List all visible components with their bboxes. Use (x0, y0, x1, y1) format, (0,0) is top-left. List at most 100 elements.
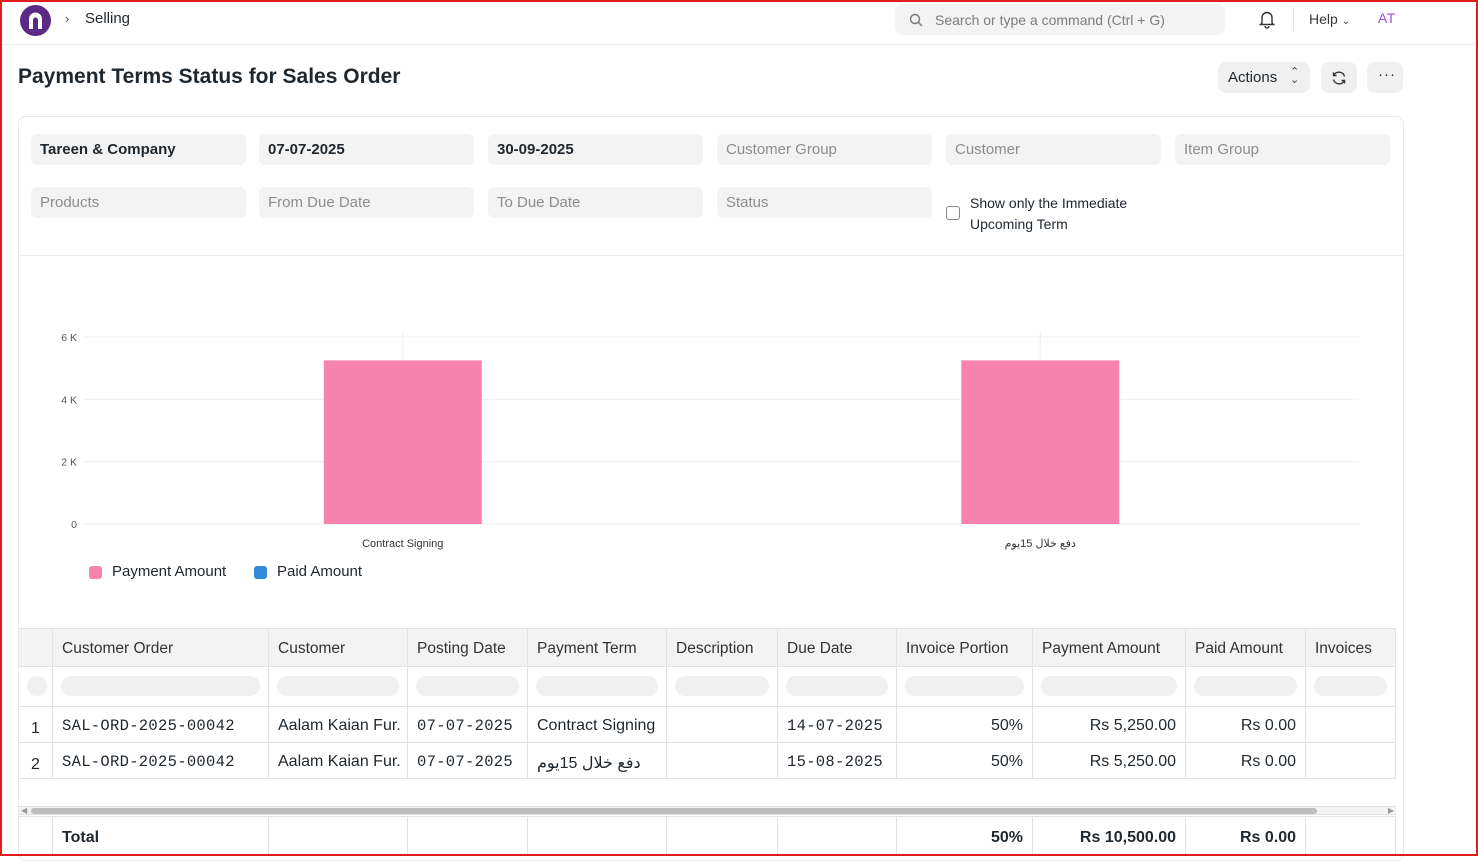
column-header-payment-term[interactable]: Payment Term (528, 629, 667, 666)
user-avatar[interactable]: AT (1378, 10, 1396, 26)
cell-idx[interactable]: 1 (19, 707, 53, 742)
column-header-posting-date[interactable]: Posting Date (408, 629, 528, 666)
column-header-paid-amount[interactable]: Paid Amount (1186, 629, 1306, 666)
to-date-filter[interactable]: 30-09-2025 (488, 134, 703, 165)
column-header-order-text: Customer Order (62, 640, 174, 657)
total-payment-amount[interactable]: Rs 10,500.00 (1033, 817, 1186, 856)
cell-description[interactable] (667, 743, 778, 778)
filter-input[interactable] (905, 676, 1024, 696)
cell-customer[interactable]: Aalam Kaian Fur. (269, 743, 408, 778)
column-header-invoice-portion[interactable]: Invoice Portion (897, 629, 1033, 666)
total-payment-term[interactable] (528, 817, 667, 856)
actions-button[interactable]: Actions ⌃ ⌄ (1218, 62, 1310, 93)
item-group-filter[interactable]: Item Group (1175, 134, 1390, 165)
search-icon (909, 13, 923, 27)
column-header-invoices[interactable]: Invoices (1306, 629, 1396, 666)
column-filter-invoices[interactable] (1306, 667, 1396, 706)
total-invoice-portion[interactable]: 50% (897, 817, 1033, 856)
horizontal-scrollbar[interactable]: ◀ ▶ (19, 806, 1396, 815)
products-filter[interactable]: Products (31, 187, 246, 218)
cell-order[interactable]: SAL-ORD-2025-00042 (53, 743, 269, 778)
column-header-payment-amount[interactable]: Payment Amount (1033, 629, 1186, 666)
filter-input[interactable] (61, 676, 260, 696)
column-filter-due-date[interactable] (778, 667, 897, 706)
from-date-value: 07-07-2025 (268, 141, 345, 158)
column-filter-payment-amount[interactable] (1033, 667, 1186, 706)
immediate-term-checkbox[interactable] (946, 206, 960, 220)
cell-invoice-portion[interactable]: 50% (897, 743, 1033, 778)
search-input[interactable]: Search or type a command (Ctrl + G) (935, 12, 1165, 28)
cell-due-date[interactable]: 15-08-2025 (778, 743, 897, 778)
notification-bell-icon[interactable] (1258, 9, 1276, 29)
breadcrumb-selling[interactable]: Selling (85, 10, 131, 27)
total-order[interactable]: Total (53, 817, 269, 856)
filter-input[interactable] (277, 676, 399, 696)
filter-input[interactable] (786, 676, 888, 696)
total-invoices[interactable] (1306, 817, 1396, 856)
cell-payment-amount[interactable]: Rs 5,250.00 (1033, 743, 1186, 778)
column-filter-description[interactable] (667, 667, 778, 706)
from-due-date-filter[interactable]: From Due Date (259, 187, 474, 218)
to-due-date-filter[interactable]: To Due Date (488, 187, 703, 218)
cell-paid-amount-text: Rs 0.00 (1240, 717, 1296, 734)
column-header-order[interactable]: Customer Order (53, 629, 269, 666)
total-posting-date[interactable] (408, 817, 528, 856)
column-header-due-date[interactable]: Due Date (778, 629, 897, 666)
cell-invoices[interactable] (1306, 707, 1396, 742)
customer-filter[interactable]: Customer (946, 134, 1161, 165)
refresh-button[interactable] (1321, 62, 1357, 93)
filter-input[interactable] (416, 676, 519, 696)
cell-payment-term[interactable]: Contract Signing (528, 707, 667, 742)
scroll-right-icon[interactable]: ▶ (1387, 806, 1394, 815)
company-filter[interactable]: Tareen & Company (31, 134, 246, 165)
column-filter-order[interactable] (53, 667, 269, 706)
cell-order-text: SAL-ORD-2025-00042 (62, 753, 235, 771)
cell-invoices[interactable] (1306, 743, 1396, 778)
filter-input[interactable] (675, 676, 769, 696)
search-bar[interactable]: Search or type a command (Ctrl + G) (895, 4, 1225, 35)
more-options-button[interactable]: ··· (1367, 62, 1403, 93)
total-idx[interactable] (19, 817, 53, 856)
column-filter-paid-amount[interactable] (1186, 667, 1306, 706)
filter-input[interactable] (1041, 676, 1177, 696)
filter-input[interactable] (1194, 676, 1297, 696)
table-row[interactable]: 2 SAL-ORD-2025-00042 Aalam Kaian Fur. 07-07… (19, 743, 1396, 779)
cell-payment-amount[interactable]: Rs 5,250.00 (1033, 707, 1186, 742)
total-paid-amount[interactable]: Rs 0.00 (1186, 817, 1306, 856)
cell-payment-term[interactable]: دفع خلال 15يوم (528, 743, 667, 778)
cell-paid-amount-text: Rs 0.00 (1240, 753, 1296, 770)
cell-description[interactable] (667, 707, 778, 742)
status-filter[interactable]: Status (717, 187, 932, 218)
cell-customer[interactable]: Aalam Kaian Fur. (269, 707, 408, 742)
column-header-customer[interactable]: Customer (269, 629, 408, 666)
filter-input[interactable] (1314, 676, 1387, 696)
from-date-filter[interactable]: 07-07-2025 (259, 134, 474, 165)
cell-order[interactable]: SAL-ORD-2025-00042 (53, 707, 269, 742)
scrollbar-thumb[interactable] (31, 808, 1317, 814)
column-filter-idx[interactable] (19, 667, 53, 706)
total-description[interactable] (667, 817, 778, 856)
column-filter-posting-date[interactable] (408, 667, 528, 706)
column-header-description[interactable]: Description (667, 629, 778, 666)
cell-paid-amount[interactable]: Rs 0.00 (1186, 743, 1306, 778)
help-label: Help (1309, 11, 1338, 27)
total-customer[interactable] (269, 817, 408, 856)
filter-input[interactable] (536, 676, 658, 696)
cell-paid-amount[interactable]: Rs 0.00 (1186, 707, 1306, 742)
cell-posting-date[interactable]: 07-07-2025 (408, 707, 528, 742)
app-logo[interactable] (20, 5, 51, 36)
scroll-left-icon[interactable]: ◀ (21, 806, 28, 815)
help-dropdown[interactable]: Help ⌄ (1309, 11, 1350, 27)
cell-invoice-portion[interactable]: 50% (897, 707, 1033, 742)
customer-group-filter[interactable]: Customer Group (717, 134, 932, 165)
cell-due-date[interactable]: 14-07-2025 (778, 707, 897, 742)
cell-idx[interactable]: 2 (19, 743, 53, 778)
column-filter-payment-term[interactable] (528, 667, 667, 706)
column-filter-invoice-portion[interactable] (897, 667, 1033, 706)
cell-posting-date[interactable]: 07-07-2025 (408, 743, 528, 778)
filter-input[interactable] (27, 676, 47, 696)
column-filter-customer[interactable] (269, 667, 408, 706)
column-header-idx[interactable] (19, 629, 53, 666)
table-row[interactable]: 1 SAL-ORD-2025-00042 Aalam Kaian Fur. 07-07… (19, 707, 1396, 743)
total-due-date[interactable] (778, 817, 897, 856)
